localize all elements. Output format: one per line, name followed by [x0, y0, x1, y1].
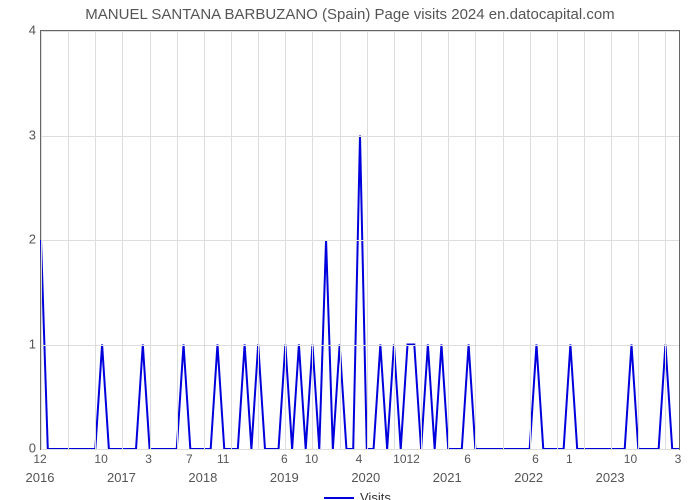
x-axis-month-label: 6 [464, 452, 471, 466]
x-axis-month-label: 6 [532, 452, 539, 466]
legend-swatch [324, 497, 354, 499]
x-axis-month-label: 4 [356, 452, 363, 466]
x-axis-month-label: 10 [305, 452, 318, 466]
y-axis-tick-label: 3 [0, 127, 36, 142]
x-axis-year-label: 2019 [270, 470, 299, 485]
gridline-vertical [638, 31, 639, 449]
gridline-vertical [530, 31, 531, 449]
gridline-vertical [95, 31, 96, 449]
gridline-vertical [475, 31, 476, 449]
x-axis-year-label: 2018 [188, 470, 217, 485]
legend-label: Visits [360, 490, 391, 500]
x-axis-year-label: 2016 [26, 470, 55, 485]
gridline-vertical [285, 31, 286, 449]
x-axis-year-label: 2017 [107, 470, 136, 485]
y-axis-tick-label: 1 [0, 336, 36, 351]
chart-legend: Visits [324, 490, 391, 500]
gridline-vertical [367, 31, 368, 449]
x-axis-month-label: 3 [145, 452, 152, 466]
gridline-horizontal [41, 449, 679, 450]
x-axis-month-label: 6 [281, 452, 288, 466]
chart-plot-area [40, 30, 680, 450]
gridline-vertical [150, 31, 151, 449]
gridline-vertical [122, 31, 123, 449]
gridline-vertical [312, 31, 313, 449]
x-axis-month-label: 1012 [393, 452, 420, 466]
gridline-vertical [41, 31, 42, 449]
gridline-vertical [204, 31, 205, 449]
chart-title: MANUEL SANTANA BARBUZANO (Spain) Page vi… [0, 6, 700, 23]
gridline-vertical [503, 31, 504, 449]
y-axis-tick-label: 2 [0, 232, 36, 247]
gridline-vertical [258, 31, 259, 449]
gridline-vertical [68, 31, 69, 449]
x-axis-year-label: 2022 [514, 470, 543, 485]
x-axis-month-label: 1 [566, 452, 573, 466]
x-axis-year-label: 2023 [596, 470, 625, 485]
gridline-vertical [177, 31, 178, 449]
x-axis-month-label: 12 [33, 452, 46, 466]
gridline-vertical [340, 31, 341, 449]
gridline-vertical [584, 31, 585, 449]
x-axis-month-label: 3 [675, 452, 682, 466]
y-axis-tick-label: 4 [0, 23, 36, 38]
x-axis-year-label: 2020 [351, 470, 380, 485]
gridline-vertical [665, 31, 666, 449]
gridline-vertical [611, 31, 612, 449]
gridline-vertical [231, 31, 232, 449]
x-axis-month-label: 10 [624, 452, 637, 466]
x-axis-month-label: 7 [186, 452, 193, 466]
gridline-vertical [394, 31, 395, 449]
gridline-vertical [557, 31, 558, 449]
x-axis-month-label: 11 [217, 452, 229, 466]
gridline-vertical [421, 31, 422, 449]
x-axis-year-label: 2021 [433, 470, 462, 485]
x-axis-month-label: 10 [94, 452, 107, 466]
y-axis-tick-label: 0 [0, 441, 36, 456]
gridline-vertical [448, 31, 449, 449]
